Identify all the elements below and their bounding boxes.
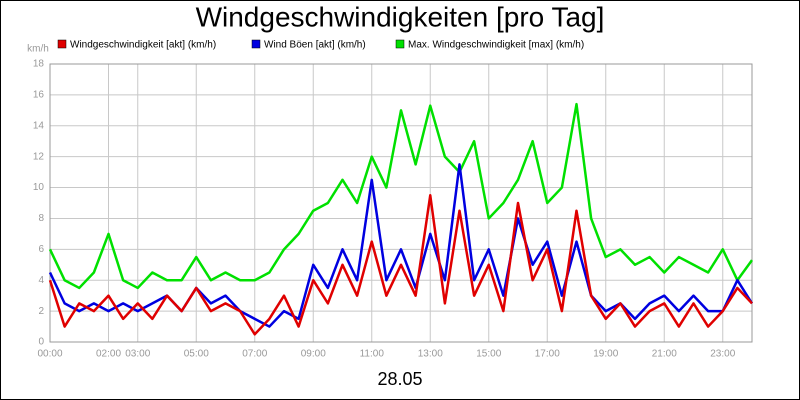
y-tick-label: 6 (38, 244, 44, 255)
y-tick-label: 2 (38, 306, 44, 317)
x-tick-label: 05:00 (184, 349, 209, 360)
y-tick-label: 8 (38, 213, 44, 224)
x-tick-label: 03:00 (125, 349, 150, 360)
y-tick-label: 18 (33, 59, 45, 70)
legend-label: Windgeschwindigkeit [akt] (km/h) (70, 40, 216, 51)
chart-title: Windgeschwindigkeiten [pro Tag] (196, 1, 605, 32)
legend-swatch (57, 39, 67, 49)
y-tick-label: 16 (33, 90, 45, 101)
legend-swatch (395, 39, 405, 49)
y-unit: km/h (27, 44, 49, 55)
x-tick-label: 19:00 (593, 349, 618, 360)
y-tick-label: 4 (38, 275, 44, 286)
series-line (48, 102, 754, 290)
series-line (48, 194, 753, 336)
x-tick-label: 07:00 (242, 349, 267, 360)
plot-area (49, 63, 753, 343)
x-tick-label: 21:00 (652, 349, 677, 360)
x-tick-label: 09:00 (301, 349, 326, 360)
legend-label: Wind Böen [akt] (km/h) (264, 40, 366, 51)
legend-label: Max. Windgeschwindigkeit [max] (km/h) (408, 40, 584, 51)
x-tick-label: 15:00 (476, 349, 501, 360)
y-tick-label: 10 (33, 182, 45, 193)
plot-border (49, 63, 753, 343)
x-tick-label: 23:00 (710, 349, 735, 360)
x-tick-label: 13:00 (418, 349, 443, 360)
x-axis-label: 28.05 (377, 369, 422, 389)
x-tick-label: 17:00 (535, 349, 560, 360)
legend-swatch (251, 39, 261, 49)
x-tick-label: 02:00 (96, 349, 121, 360)
y-tick-label: 12 (33, 151, 45, 162)
y-tick-label: 0 (38, 337, 44, 348)
x-tick-label: 11:00 (360, 349, 385, 360)
y-tick-label: 14 (33, 120, 45, 131)
x-tick-label: 00:00 (37, 349, 62, 360)
